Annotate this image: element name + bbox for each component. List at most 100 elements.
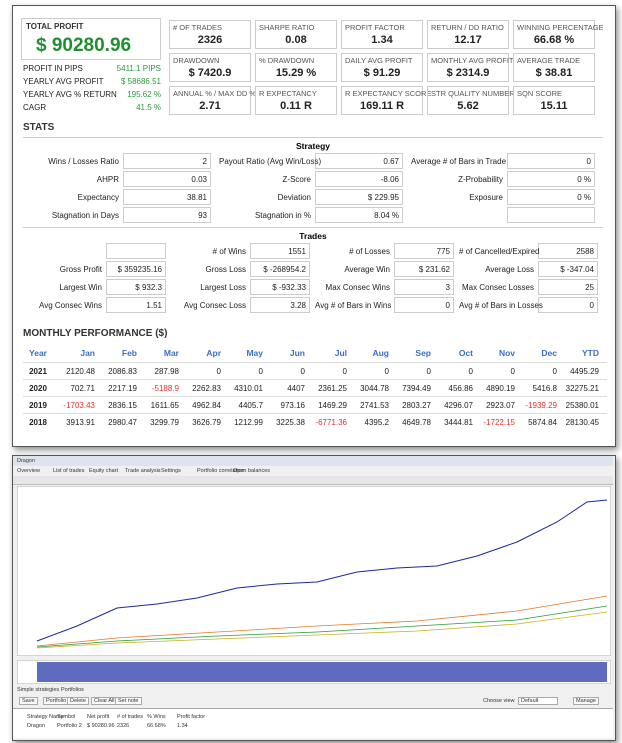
metric-value: 0.08 <box>285 34 307 46</box>
side-stat-label: CAGR <box>23 103 47 112</box>
stat-label: Max Consec Losses <box>461 283 534 292</box>
month-header: Mar <box>163 348 179 358</box>
month-header: Dec <box>541 348 557 358</box>
stat-label: Max Consec Wins <box>325 283 390 292</box>
stat-value: 2588 <box>576 247 594 256</box>
stat-value: 0 % <box>577 193 591 202</box>
stat-value: 25 <box>585 283 594 292</box>
stats-title: STATS <box>23 122 55 133</box>
section-title: Strategy <box>295 141 330 151</box>
value-box: $ 229.95 <box>315 189 403 205</box>
strategy-line <box>36 605 608 648</box>
metric-box: RETURN / DD RATIO 12.17 <box>427 20 509 49</box>
month-cell: 3444.81 <box>444 418 473 427</box>
stat-label: Deviation <box>277 193 311 202</box>
month-cell: 0 <box>552 367 557 376</box>
month-header: Jul <box>334 348 347 358</box>
stat-label: Avg Consec Loss <box>183 301 246 310</box>
metric-value: 15.29 % <box>275 67 317 79</box>
stat-value: 3.28 <box>290 301 306 310</box>
month-header: Year <box>29 348 47 358</box>
row-line <box>23 379 607 380</box>
metric-box: # OF TRADES 2326 <box>169 20 251 49</box>
metric-value: 12.17 <box>454 34 482 46</box>
month-header: YTD <box>582 348 599 358</box>
month-header: Sep <box>415 348 431 358</box>
report-panel: TOTAL PROFIT $ 90280.96 PROFIT IN PIPS 5411… <box>12 5 616 447</box>
metric-value: 169.11 R <box>359 100 405 112</box>
stat-value: $ 229.95 <box>367 193 399 202</box>
month-cell: 1469.29 <box>318 401 347 410</box>
metric-label: AVERAGE TRADE <box>517 56 581 65</box>
month-cell: -1939.29 <box>525 401 557 410</box>
month-cell: 0 <box>468 367 473 376</box>
tab: Portfolio correlation <box>197 468 245 474</box>
metric-box: STR QUALITY NUMBER 5.62 <box>427 86 515 115</box>
stat-label: AHPR <box>96 175 119 184</box>
equity-chart <box>17 486 611 656</box>
metric-label: % DRAWDOWN <box>259 56 315 65</box>
metric-label: ANNUAL % / MAX DD % <box>173 89 257 98</box>
month-cell: 4495.29 <box>570 367 599 376</box>
table-header: % Wins <box>147 714 166 720</box>
value-box: $ -932.33 <box>250 279 310 295</box>
button: Portfolio <box>43 697 70 705</box>
value-box: 0 <box>394 297 454 313</box>
month-cell: 2836.15 <box>108 401 137 410</box>
month-cell: 4296.07 <box>444 401 473 410</box>
metric-value: $ 7420.9 <box>188 67 232 79</box>
stat-value: 8.04 % <box>374 211 399 220</box>
month-cell: 2021 <box>29 367 47 376</box>
stat-value: -8.06 <box>380 175 399 184</box>
table-header: Profit factor <box>177 714 206 720</box>
month-cell: 4649.78 <box>402 418 431 427</box>
month-cell: 3626.79 <box>192 418 221 427</box>
table-cell: 2326 <box>117 723 130 729</box>
month-cell: 2217.19 <box>108 384 137 393</box>
stat-label: Wins / Losses Ratio <box>48 157 119 166</box>
value-box: $ 359235.16 <box>106 261 166 277</box>
month-cell: 7394.49 <box>402 384 431 393</box>
metric-label: MONTHLY AVG PROFIT <box>431 56 514 65</box>
metric-value: 2326 <box>197 34 223 46</box>
metric-label: RETURN / DD RATIO <box>431 23 504 32</box>
tab: Settings <box>161 468 181 474</box>
month-header: Nov <box>498 348 515 358</box>
month-cell: 0 <box>510 367 515 376</box>
side-stat-label: YEARLY AVG % RETURN <box>23 90 117 99</box>
metric-value: 66.68 % <box>533 34 575 46</box>
metric-box: R EXPECTANCY SCORE 169.11 R <box>341 86 431 115</box>
row-line <box>23 413 607 414</box>
stat-value: $ 932.3 <box>135 283 162 292</box>
month-cell: 456.86 <box>448 384 473 393</box>
stat-label: # of Cancelled/Expired <box>459 247 540 256</box>
metric-value: 0.11 R <box>280 100 312 112</box>
month-cell: 287.98 <box>154 367 179 376</box>
button: Set note <box>115 697 142 705</box>
metric-value: 15.11 <box>540 100 568 112</box>
stat-value: 0.03 <box>191 175 207 184</box>
side-stat-label: YEARLY AVG PROFIT <box>23 77 104 86</box>
month-cell: 5874.84 <box>528 418 557 427</box>
metric-box: SQN SCORE 15.11 <box>513 86 595 115</box>
stat-value: 38.81 <box>186 193 207 202</box>
month-cell: 4962.84 <box>192 401 221 410</box>
section-title: Trades <box>299 231 327 241</box>
app-panel: Dragon Overview List of trades Equity chart… <box>12 455 616 741</box>
stat-label: Z-Score <box>282 175 311 184</box>
month-cell: 4310.01 <box>234 384 263 393</box>
month-cell: -6771.36 <box>315 418 347 427</box>
section-line <box>23 137 603 138</box>
volume-bars <box>37 662 607 682</box>
row-line <box>23 362 607 363</box>
tab: Equity chart <box>89 468 119 474</box>
month-cell: 3044.78 <box>360 384 389 393</box>
stat-label: Z-Probability <box>458 175 503 184</box>
table-cell: 1.34 <box>177 723 188 729</box>
metric-label: STR QUALITY NUMBER <box>431 89 515 98</box>
month-cell: 25380.01 <box>565 401 599 410</box>
metric-box: PROFIT FACTOR 1.34 <box>341 20 423 49</box>
stat-value: $ 231.62 <box>418 265 450 274</box>
metric-box: WINNING PERCENTAGE 66.68 % <box>513 20 604 49</box>
total-profit-label: TOTAL PROFIT <box>26 22 84 31</box>
